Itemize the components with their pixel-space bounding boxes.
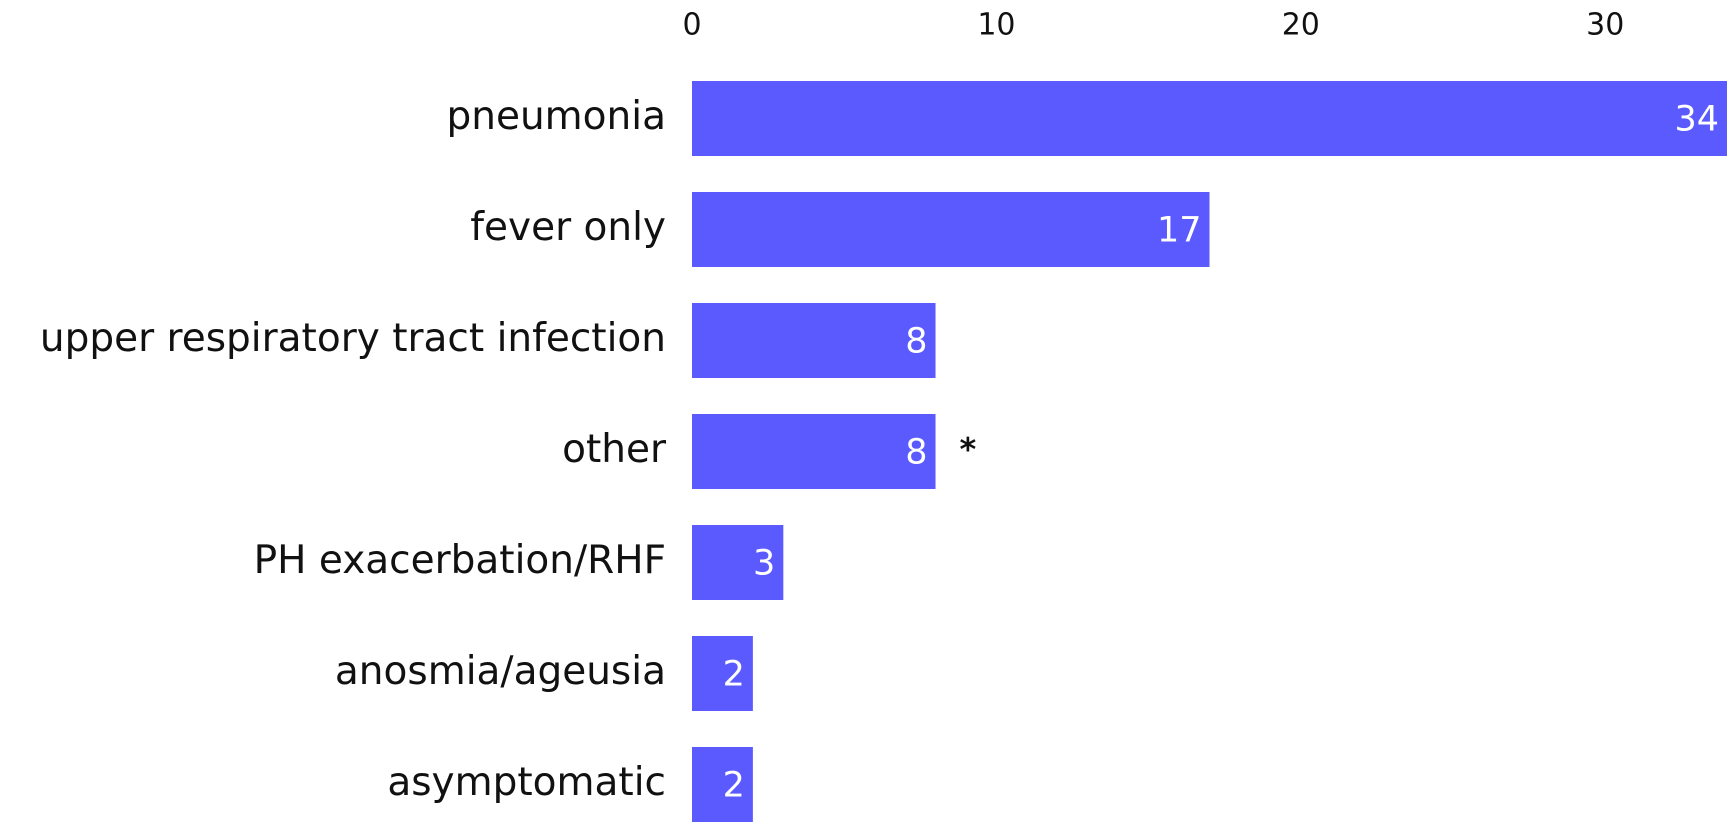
value-label: 8 [905,433,927,473]
x-tick-label: 30 [1586,8,1624,43]
value-label: 34 [1674,100,1719,140]
annotation: * [960,431,977,469]
category-label: upper respiratory tract infection [40,316,666,361]
category-label: asymptomatic [387,760,666,805]
x-tick-label: 0 [682,8,701,43]
bar [692,414,936,489]
x-tick-label: 20 [1282,8,1320,43]
bar [692,636,753,711]
bar [692,525,784,600]
category-label: PH exacerbation/RHF [254,538,666,583]
category-label: anosmia/ageusia [335,649,666,694]
category-label: fever only [470,205,666,250]
bar [692,747,753,822]
category-label: other [562,427,667,472]
value-label: 17 [1157,211,1202,251]
x-tick-label: 10 [977,8,1015,43]
value-label: 8 [905,322,927,362]
bar [692,303,936,378]
value-label: 2 [723,655,745,695]
value-label: 3 [753,544,775,584]
bar [692,81,1727,156]
value-label: 2 [723,766,745,806]
bar [692,192,1210,267]
category-label: pneumonia [447,94,667,139]
